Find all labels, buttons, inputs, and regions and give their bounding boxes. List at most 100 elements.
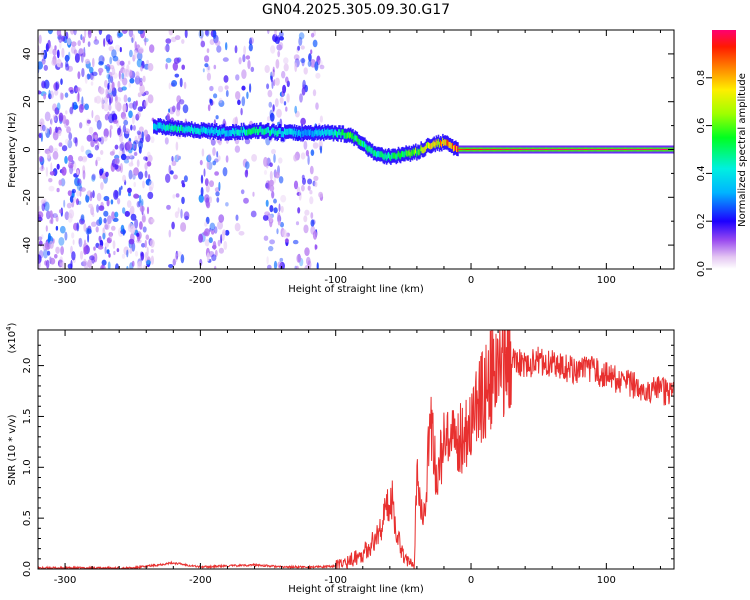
heatmap-ridge-cell (374, 150, 377, 157)
heatmap-noise-cell (132, 125, 136, 131)
heatmap-noise-cell (74, 137, 78, 147)
heatmap-noise-cell (224, 229, 230, 236)
heatmap-noise-cell (109, 128, 112, 138)
heatmap-ridge-core (483, 148, 485, 151)
heatmap-noise-cell (43, 79, 50, 90)
heatmap-ridge-cell (413, 149, 416, 156)
heatmap-noise-cell (38, 90, 42, 95)
heatmap-ridge-cell (176, 126, 179, 133)
heatmap-noise-cell (145, 156, 148, 162)
heatmap-ridge-cell (211, 126, 214, 133)
heatmap-noise-cell (128, 222, 134, 230)
heatmap-noise-cell (120, 142, 125, 150)
heatmap-ridge-cell (370, 147, 373, 154)
heatmap-noise-cell (55, 246, 60, 254)
heatmap-ridge-core (586, 148, 588, 151)
heatmap-noise-cell (104, 246, 107, 255)
heatmap-noise-cell (217, 155, 221, 161)
heatmap-ridge-core (513, 148, 516, 151)
heatmap-ridge-cell (203, 127, 206, 134)
heatmap-noise-cell (266, 83, 270, 90)
heatmap-noise-cell (277, 212, 281, 222)
heatmap-noise-cell (128, 162, 134, 167)
heatmap-noise-cell (58, 237, 65, 246)
heatmap-noise-cell (217, 221, 223, 230)
heatmap-noise-cell (136, 58, 143, 68)
heatmap-noise-cell (181, 39, 185, 44)
top-x-tick-label: 100 (597, 275, 616, 286)
heatmap-noise-cell (123, 119, 129, 126)
heatmap-ridge-core (564, 148, 566, 151)
heatmap-noise-cell (243, 197, 249, 204)
heatmap-ridge-cell (231, 130, 233, 137)
heatmap-noise-cell (141, 215, 147, 223)
heatmap-noise-cell (274, 77, 280, 86)
heatmap-ridge-cell (416, 150, 418, 157)
heatmap-ridge-cell (295, 129, 298, 135)
heatmap-noise-cell (103, 38, 106, 47)
heatmap-ridge-cell (330, 129, 333, 136)
heatmap-ridge-cell (237, 129, 240, 136)
heatmap-ridge-cell (278, 128, 281, 134)
heatmap-noise-cell (38, 254, 42, 264)
heatmap-noise-cell (98, 30, 103, 35)
heatmap-ridge-core (504, 148, 507, 151)
heatmap-noise-cell (295, 221, 300, 226)
heatmap-ridge-cell (318, 128, 321, 135)
heatmap-ridge-cell (197, 127, 199, 134)
heatmap-noise-cell (183, 81, 187, 89)
heatmap-noise-cell (119, 47, 122, 53)
heatmap-noise-cell (209, 98, 212, 104)
heatmap-noise-cell (245, 161, 250, 170)
heatmap-ridge-cell (167, 124, 169, 131)
heatmap-noise-cell (80, 214, 85, 221)
heatmap-noise-cell (246, 91, 249, 100)
heatmap-noise-cell (280, 205, 284, 213)
heatmap-noise-cell (58, 179, 62, 186)
heatmap-ridge-cell (212, 130, 215, 136)
heatmap-ridge-cell (282, 131, 285, 138)
heatmap-noise-cell (110, 75, 114, 84)
heatmap-ridge-core (622, 148, 625, 151)
top-y-tick-label: -40 (22, 237, 33, 253)
heatmap-ridge-cell (153, 123, 155, 130)
heatmap-ridge-core (593, 148, 596, 151)
heatmap-ridge-core (603, 148, 605, 151)
heatmap-noise-cell (165, 173, 171, 183)
heatmap-noise-cell (103, 135, 108, 142)
heatmap-ridge-cell (420, 145, 422, 152)
heatmap-ridge-cell (351, 133, 353, 140)
heatmap-noise-cell (130, 124, 133, 131)
heatmap-ridge-cell (406, 150, 408, 157)
heatmap-noise-cell (171, 105, 176, 113)
heatmap-noise-cell (203, 168, 206, 177)
heatmap-noise-cell (58, 129, 62, 137)
heatmap-noise-cell (127, 187, 132, 193)
heatmap-noise-cell (278, 176, 284, 184)
heatmap-noise-cell (216, 197, 220, 203)
heatmap-ridge-cell (289, 128, 291, 135)
heatmap-ridge-core (594, 148, 597, 151)
heatmap-noise-cell (87, 233, 90, 243)
heatmap-noise-cell (70, 30, 75, 35)
heatmap-ridge-cell (298, 129, 300, 136)
heatmap-noise-cell (69, 106, 74, 115)
heatmap-ridge-core (626, 148, 628, 151)
heatmap-noise-cell (204, 221, 208, 227)
heatmap-noise-cell (38, 250, 44, 259)
heatmap-ridge-core (540, 148, 543, 151)
heatmap-noise-cell (117, 198, 121, 205)
heatmap-noise-cell (280, 194, 287, 203)
heatmap-noise-cell (306, 256, 311, 266)
heatmap-ridge-cell (244, 128, 246, 135)
heatmap-noise-cell (54, 253, 58, 259)
heatmap-noise-cell (85, 227, 90, 235)
heatmap-noise-cell (270, 45, 276, 54)
heatmap-noise-cell (122, 174, 127, 183)
heatmap-noise-cell (117, 32, 123, 37)
heatmap-noise-cell (310, 219, 315, 227)
heatmap-noise-cell (41, 234, 44, 239)
heatmap-noise-cell (109, 125, 113, 130)
heatmap-ridge-core (630, 148, 632, 151)
heatmap-ridge-cell (290, 128, 293, 135)
